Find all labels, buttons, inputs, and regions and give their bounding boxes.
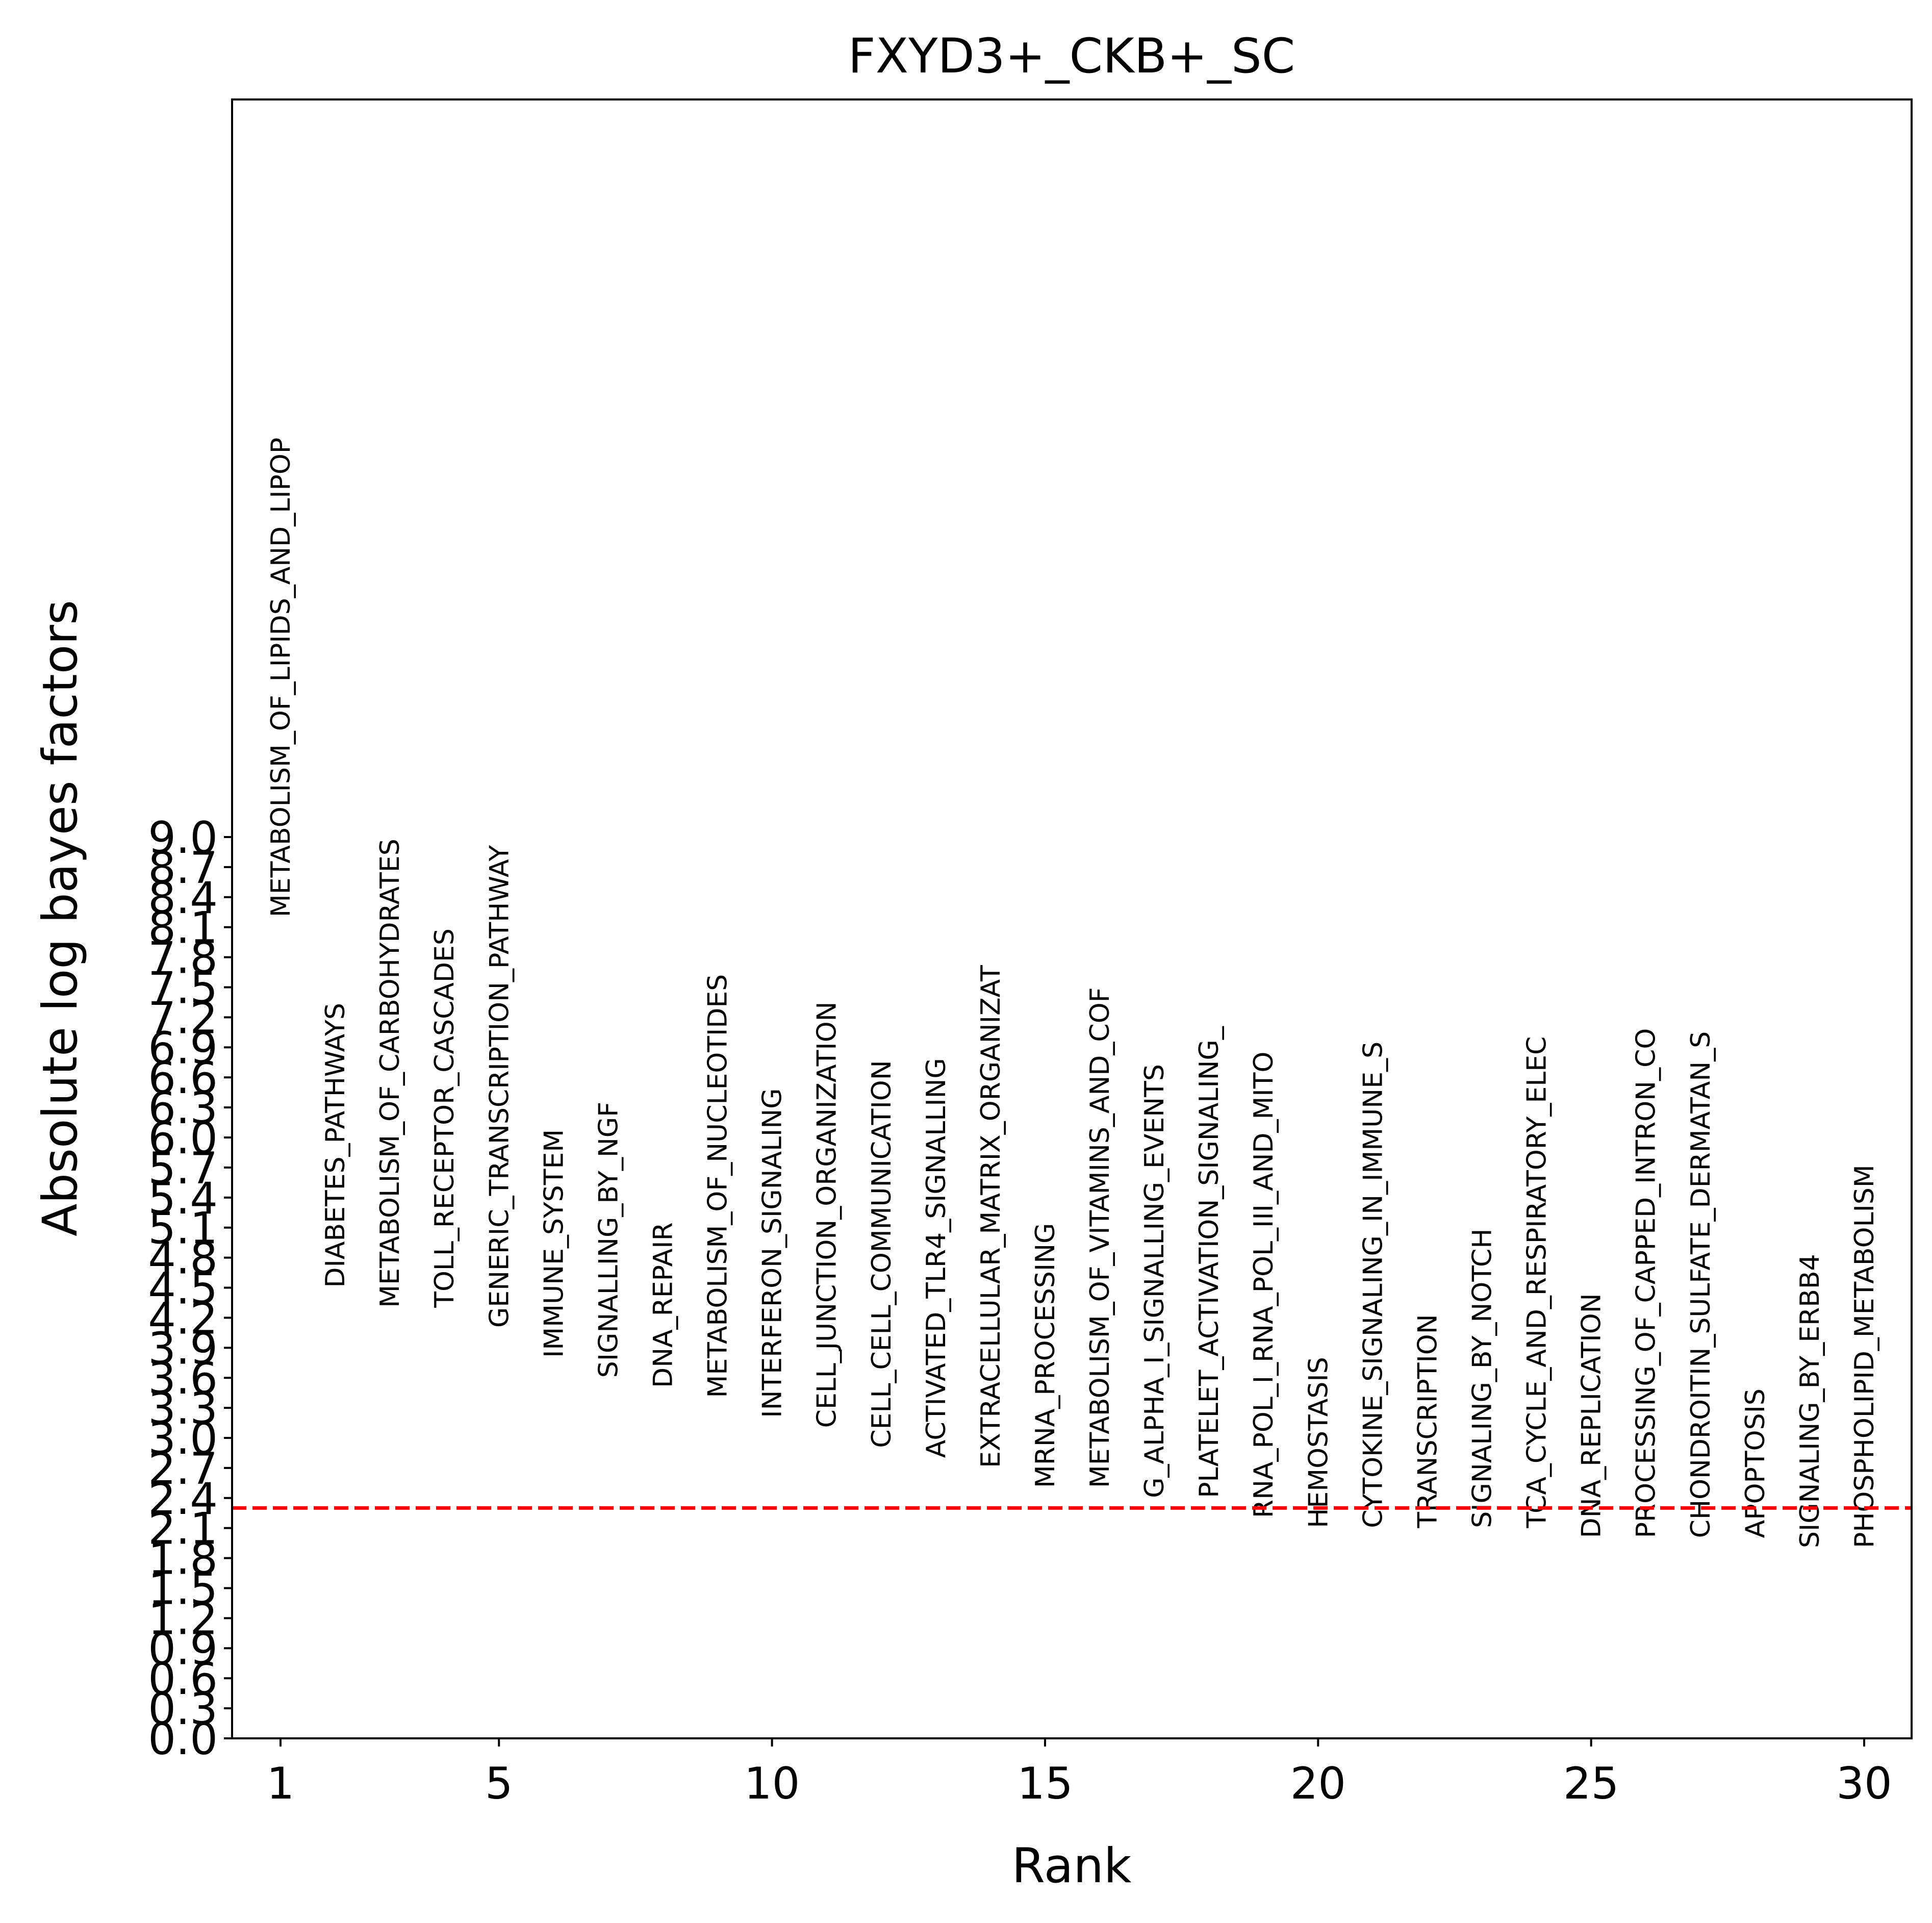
x-tick-label: 15 bbox=[1017, 1758, 1073, 1809]
point-label: DNA_REPAIR bbox=[648, 1222, 678, 1388]
y-tick-label: 0.3 bbox=[148, 1684, 218, 1735]
y-tick-label: 2.7 bbox=[148, 1444, 218, 1495]
point-label: TCA_CYCLE_AND_RESPIRATORY_ELEC bbox=[1522, 1036, 1553, 1529]
point-label: ACTIVATED_TLR4_SIGNALLING bbox=[921, 1058, 952, 1458]
point-label: PHOSPHOLIPID_METABOLISM bbox=[1849, 1165, 1880, 1548]
y-tick-label: 8.1 bbox=[148, 903, 218, 954]
axes-frame bbox=[231, 98, 1913, 1739]
y-tick-label: 5.4 bbox=[148, 1173, 218, 1224]
point-label: TRANSCRIPTION bbox=[1412, 1314, 1443, 1528]
point-label: IMMUNE_SYSTEM bbox=[539, 1129, 569, 1358]
y-tick-label: 0.0 bbox=[148, 1714, 218, 1765]
x-tick-label: 10 bbox=[744, 1758, 800, 1809]
y-tick-label: 6.6 bbox=[148, 1053, 218, 1104]
x-tick-label: 25 bbox=[1563, 1758, 1619, 1809]
point-label: CELL_CELL_COMMUNICATION bbox=[867, 1060, 897, 1448]
y-tick-label: 5.7 bbox=[148, 1143, 218, 1194]
point-label: CYTOKINE_SIGNALING_IN_IMMUNE_S bbox=[1358, 1042, 1388, 1528]
point-label: APOPTOSIS bbox=[1740, 1388, 1771, 1538]
y-tick-label: 1.8 bbox=[148, 1534, 218, 1585]
y-tick-label: 6.3 bbox=[148, 1083, 218, 1134]
x-tick-label: 20 bbox=[1290, 1758, 1346, 1809]
point-label: TOLL_RECEPTOR_CASCADES bbox=[429, 928, 460, 1308]
point-label: SIGNALLING_BY_NGF bbox=[593, 1102, 624, 1378]
y-tick-label: 6.0 bbox=[148, 1113, 218, 1164]
y-tick-label: 7.8 bbox=[148, 933, 218, 984]
point-label: METABOLISM_OF_NUCLEOTIDES bbox=[703, 974, 733, 1398]
y-tick-label: 3.6 bbox=[148, 1353, 218, 1404]
y-tick-label: 2.4 bbox=[148, 1474, 218, 1525]
point-label: GENERIC_TRANSCRIPTION_PATHWAY bbox=[484, 845, 515, 1328]
y-tick-label: 4.5 bbox=[148, 1263, 218, 1314]
y-tick-label: 3.0 bbox=[148, 1413, 218, 1464]
y-tick-label: 9.0 bbox=[148, 813, 218, 864]
y-tick-label: 1.2 bbox=[148, 1593, 218, 1644]
y-tick-label: 1.5 bbox=[148, 1564, 218, 1615]
y-tick-label: 6.9 bbox=[148, 1023, 218, 1074]
y-tick-label: 0.9 bbox=[148, 1624, 218, 1675]
y-tick-label: 8.4 bbox=[148, 873, 218, 924]
point-label: METABOLISM_OF_VITAMINS_AND_COF bbox=[1085, 987, 1115, 1488]
point-label: CELL_JUNCTION_ORGANIZATION bbox=[812, 1001, 843, 1428]
point-label: HEMOSTASIS bbox=[1303, 1357, 1334, 1528]
point-label: METABOLISM_OF_CARBOHYDRATES bbox=[375, 839, 405, 1308]
chart-title: FXYD3+_CKB+_SC bbox=[848, 29, 1295, 84]
x-axis: 1 5 10 15 20 25 30 bbox=[267, 1738, 1892, 1809]
point-label: PROCESSING_OF_CAPPED_INTRON_CO bbox=[1631, 1028, 1662, 1538]
y-tick-label: 4.2 bbox=[148, 1293, 218, 1344]
point-label: METABOLISM_OF_LIPIDS_AND_LIPOP bbox=[266, 438, 296, 917]
y-tick-label: 3.9 bbox=[148, 1323, 218, 1374]
x-axis-label: Rank bbox=[1012, 1838, 1132, 1894]
y-axis-label: Absolute log bayes factors bbox=[33, 600, 88, 1236]
y-tick-label: 7.2 bbox=[148, 993, 218, 1044]
point-label: DIABETES_PATHWAYS bbox=[320, 1003, 351, 1287]
y-tick-label: 0.6 bbox=[148, 1654, 218, 1705]
point-label: PLATELET_ACTIVATION_SIGNALING_ bbox=[1194, 1026, 1225, 1498]
x-tick-label: 1 bbox=[267, 1758, 295, 1809]
point-label: RNA_POL_I_RNA_POL_III_AND_MITO bbox=[1249, 1052, 1279, 1518]
point-labels: METABOLISM_OF_LIPIDS_AND_LIPOP DIABETES_P… bbox=[266, 438, 1880, 1548]
point-label: INTERFERON_SIGNALING bbox=[757, 1088, 788, 1418]
x-tick-label: 5 bbox=[485, 1758, 513, 1809]
point-label: SIGNALING_BY_ERBB4 bbox=[1795, 1254, 1825, 1548]
x-tick-label: 30 bbox=[1836, 1758, 1892, 1809]
y-tick-label: 7.5 bbox=[148, 963, 218, 1014]
y-tick-label: 2.1 bbox=[148, 1504, 218, 1555]
point-label: EXTRACELLULAR_MATRIX_ORGANIZAT bbox=[976, 965, 1006, 1468]
point-label: DNA_REPLICATION bbox=[1577, 1293, 1607, 1538]
y-tick-label: 5.1 bbox=[148, 1203, 218, 1254]
point-label: MRNA_PROCESSING bbox=[1030, 1223, 1061, 1488]
point-label: CHONDROITIN_SULFATE_DERMATAN_S bbox=[1686, 1031, 1716, 1538]
y-tick-label: 4.8 bbox=[148, 1233, 218, 1284]
y-axis: 0.00.30.60.91.21.51.82.12.42.73.03.33.63… bbox=[148, 813, 232, 1765]
point-label: SIGNALING_BY_NOTCH bbox=[1467, 1229, 1498, 1528]
y-tick-label: 3.3 bbox=[148, 1383, 218, 1434]
y-tick-label: 8.7 bbox=[148, 843, 218, 894]
point-label: G_ALPHA_I_SIGNALLING_EVENTS bbox=[1139, 1064, 1170, 1498]
